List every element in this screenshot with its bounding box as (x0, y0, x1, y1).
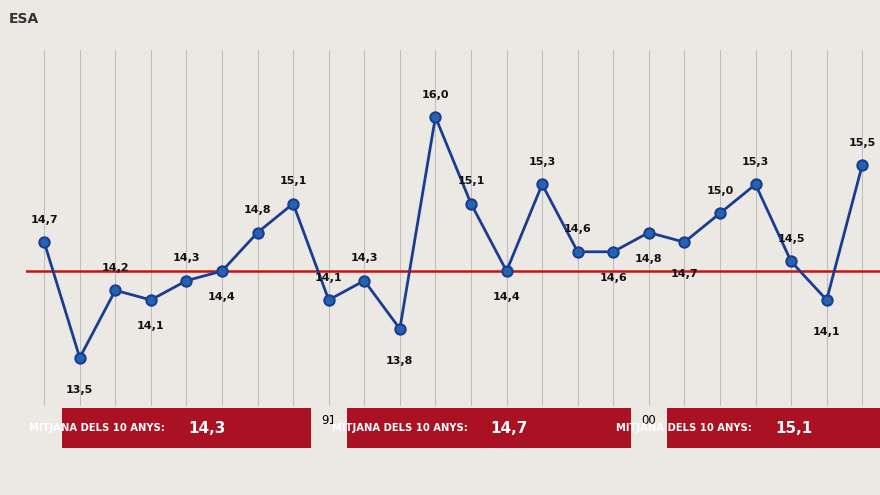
Text: 14,8: 14,8 (244, 205, 271, 215)
Point (286, 199, 300, 207)
Bar (62, 408, 311, 448)
Text: MITJANA DELS 10 ANYS:: MITJANA DELS 10 ANYS: (616, 423, 752, 433)
Text: 13,8: 13,8 (386, 356, 414, 366)
Text: 15,3: 15,3 (742, 157, 769, 167)
Bar (667, 408, 880, 448)
Text: 14,1: 14,1 (315, 273, 342, 283)
Text: ESA: ESA (9, 12, 39, 26)
Text: 14,1: 14,1 (813, 327, 840, 337)
Point (108, 286, 122, 294)
Point (749, 180, 763, 188)
Text: 14,3: 14,3 (350, 253, 378, 263)
Point (784, 257, 798, 265)
Point (642, 229, 656, 237)
Point (606, 248, 620, 256)
Text: 15,0: 15,0 (707, 186, 734, 196)
Text: 14,2: 14,2 (101, 263, 129, 273)
Text: 14,3: 14,3 (172, 253, 201, 263)
Point (215, 267, 229, 275)
Text: 14,4: 14,4 (493, 292, 520, 302)
Text: MITJANA DELS 10 ANYS:: MITJANA DELS 10 ANYS: (332, 423, 467, 433)
Text: 14,8: 14,8 (635, 254, 663, 264)
Point (429, 113, 443, 121)
Text: MITJANA DELS 10 ANYS:: MITJANA DELS 10 ANYS: (29, 423, 165, 433)
Point (570, 248, 584, 256)
Point (143, 296, 158, 304)
Text: 14,5: 14,5 (777, 234, 805, 244)
Point (713, 209, 727, 217)
Text: 14,7: 14,7 (490, 421, 528, 436)
Text: 14,7: 14,7 (31, 215, 58, 225)
Point (251, 229, 265, 237)
Point (37, 238, 51, 246)
Text: 15,1: 15,1 (458, 176, 485, 186)
Point (678, 238, 692, 246)
Text: 15,5: 15,5 (848, 138, 876, 148)
Text: 15,1: 15,1 (280, 176, 307, 186)
Point (180, 277, 194, 285)
Point (392, 325, 407, 333)
Point (73, 354, 87, 362)
Text: 14,4: 14,4 (209, 292, 236, 302)
Point (535, 180, 549, 188)
Text: 15,3: 15,3 (529, 157, 556, 167)
Text: 14,6: 14,6 (599, 273, 627, 283)
Point (322, 296, 336, 304)
Text: 14,6: 14,6 (564, 224, 591, 235)
Text: 13,5: 13,5 (66, 385, 93, 395)
Bar (347, 408, 631, 448)
Text: 15,1: 15,1 (775, 421, 812, 436)
Point (464, 199, 478, 207)
Point (855, 161, 869, 169)
Text: 14,1: 14,1 (137, 321, 165, 331)
Point (357, 277, 371, 285)
Text: 14,7: 14,7 (671, 269, 698, 279)
Point (500, 267, 514, 275)
Text: 16,0: 16,0 (422, 90, 449, 99)
Point (819, 296, 833, 304)
Text: 14,3: 14,3 (188, 421, 225, 436)
